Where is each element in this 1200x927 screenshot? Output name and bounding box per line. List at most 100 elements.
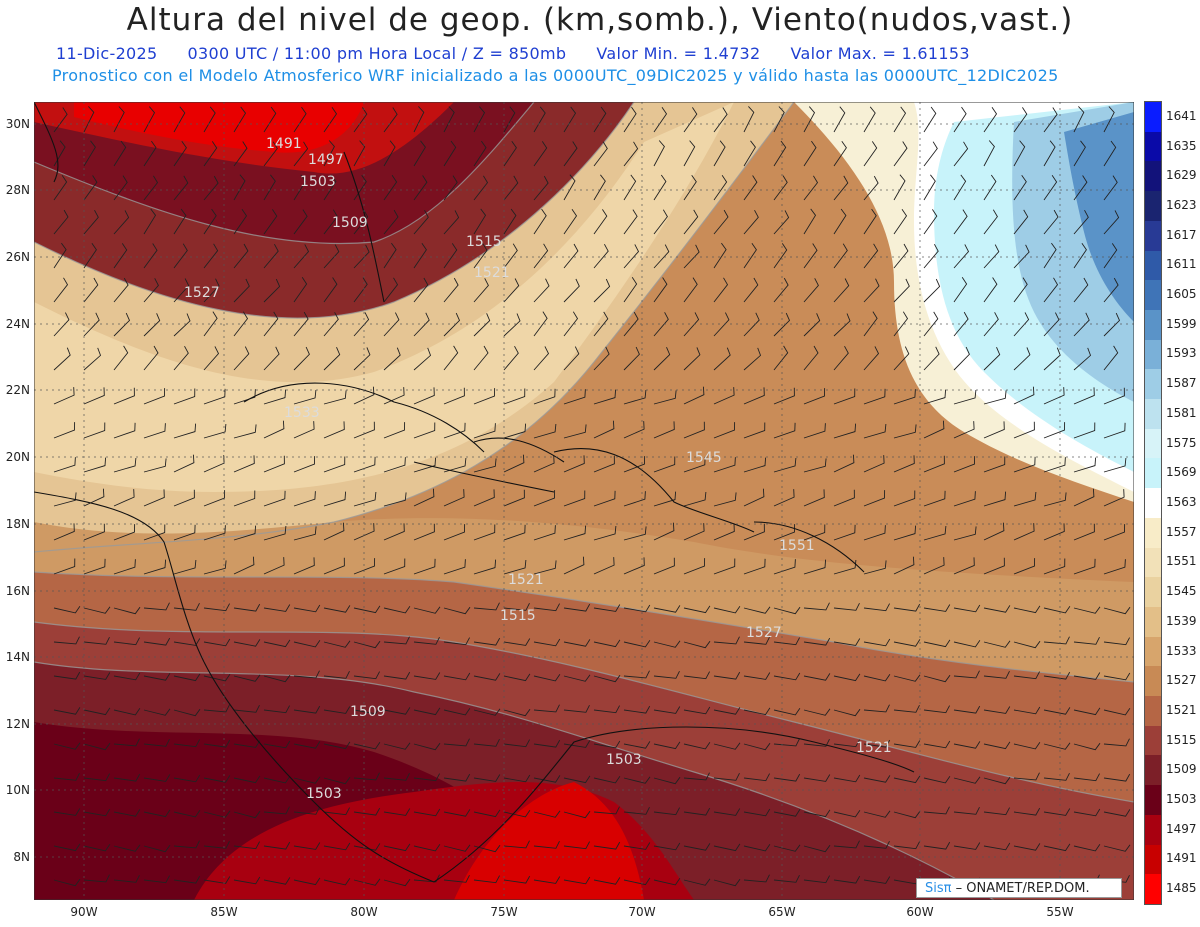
wind-barb — [413, 209, 429, 235]
wind-barb — [503, 140, 517, 167]
wind-barb — [923, 311, 939, 337]
wind-barb — [833, 313, 851, 337]
wind-barb — [743, 874, 770, 883]
wind-barb — [53, 636, 80, 645]
contour-label: 1515 — [500, 608, 536, 624]
wind-barb — [173, 840, 200, 849]
wind-barb — [1013, 386, 1035, 405]
wind-barb — [473, 602, 500, 611]
wind-barb — [803, 489, 825, 507]
wind-barb — [83, 773, 110, 782]
wind-barb — [533, 775, 561, 783]
wind-barb — [623, 526, 647, 541]
wind-barb — [83, 387, 105, 405]
wind-barb — [833, 423, 857, 439]
wind-barb — [143, 738, 170, 747]
wind-barb — [593, 490, 616, 507]
wind-barb — [773, 738, 800, 747]
wind-barb — [1073, 742, 1101, 751]
wind-barb — [653, 312, 669, 337]
wind-barb — [683, 421, 705, 439]
wind-barb — [983, 244, 1000, 269]
wind-barb — [83, 844, 111, 852]
sis-logo-text: Sisπ — [925, 881, 952, 896]
wind-barb — [113, 637, 140, 646]
wind-barb — [1073, 773, 1100, 782]
wind-barb — [683, 640, 711, 649]
wind-barb — [233, 876, 261, 885]
wind-barb — [203, 141, 218, 167]
wind-barb — [923, 841, 951, 850]
wind-barb — [1043, 808, 1071, 816]
wind-barb — [653, 842, 681, 851]
wind-barb — [623, 141, 639, 167]
wind-barb — [413, 242, 427, 269]
wind-barb — [383, 242, 397, 269]
wind-barb — [893, 311, 909, 337]
wind-barb — [53, 457, 76, 473]
wind-barb — [383, 422, 406, 439]
wind-barb — [143, 708, 171, 716]
wind-barb — [353, 706, 381, 715]
wind-barb — [263, 740, 291, 749]
wind-barb — [143, 559, 167, 575]
wind-barb — [653, 277, 668, 303]
wind-barb — [893, 490, 916, 507]
wind-barb — [863, 674, 891, 682]
wind-barb — [203, 278, 220, 303]
wind-barb — [383, 843, 411, 852]
valid-time: 0300 UTC / 11:00 pm Hora Local / Z = 850… — [187, 44, 567, 63]
wind-barb — [893, 674, 921, 682]
wind-barb — [983, 174, 997, 201]
wind-barb — [1103, 809, 1131, 817]
wind-barb — [263, 705, 290, 714]
wind-barb — [443, 243, 458, 269]
wind-barb — [443, 874, 470, 883]
colorbar-label: 1629 — [1166, 168, 1197, 183]
wind-barb — [83, 636, 110, 645]
wind-barb — [683, 244, 700, 269]
wind-barb — [1013, 807, 1041, 816]
wind-barb — [683, 347, 701, 371]
wind-barb — [1043, 772, 1070, 781]
wind-barb — [413, 277, 429, 303]
wind-barb — [293, 209, 308, 235]
wind-barb — [923, 604, 951, 612]
wind-barb — [743, 808, 771, 817]
wind-barb — [1043, 242, 1057, 269]
wind-barb — [323, 842, 351, 851]
wind-barb — [593, 243, 609, 269]
wind-barb — [833, 559, 857, 575]
wind-barb — [563, 674, 591, 682]
wind-barb — [623, 311, 639, 337]
wind-barb — [803, 140, 817, 167]
wind-barb — [653, 706, 681, 714]
wind-barb — [773, 809, 801, 817]
wind-barb — [863, 810, 891, 818]
wind-barb — [53, 422, 76, 439]
wind-barb — [833, 278, 850, 303]
wind-barb — [173, 638, 201, 646]
wind-barb — [323, 605, 351, 613]
wind-barb — [1103, 345, 1119, 371]
wind-barb — [653, 670, 680, 679]
wind-barb — [923, 346, 940, 371]
wind-barb — [203, 674, 231, 682]
wind-barb — [293, 670, 320, 679]
wind-barb — [443, 387, 465, 405]
wind-barb — [653, 244, 670, 269]
colorbar-label: 1641 — [1166, 108, 1197, 123]
wind-barb — [443, 708, 471, 716]
wind-barb — [143, 140, 157, 167]
wind-barb — [533, 739, 561, 748]
wind-barb — [383, 707, 411, 715]
max-value: Valor Max. = 1.61153 — [790, 44, 970, 63]
wind-barb — [323, 209, 338, 235]
wind-barb — [503, 454, 525, 473]
colorbar-label: 1539 — [1166, 613, 1197, 628]
wind-barb — [563, 810, 591, 819]
wind-barb — [893, 603, 921, 612]
wind-barb — [683, 807, 711, 816]
contour-label: 1497 — [308, 152, 344, 168]
wind-barb — [773, 140, 787, 167]
